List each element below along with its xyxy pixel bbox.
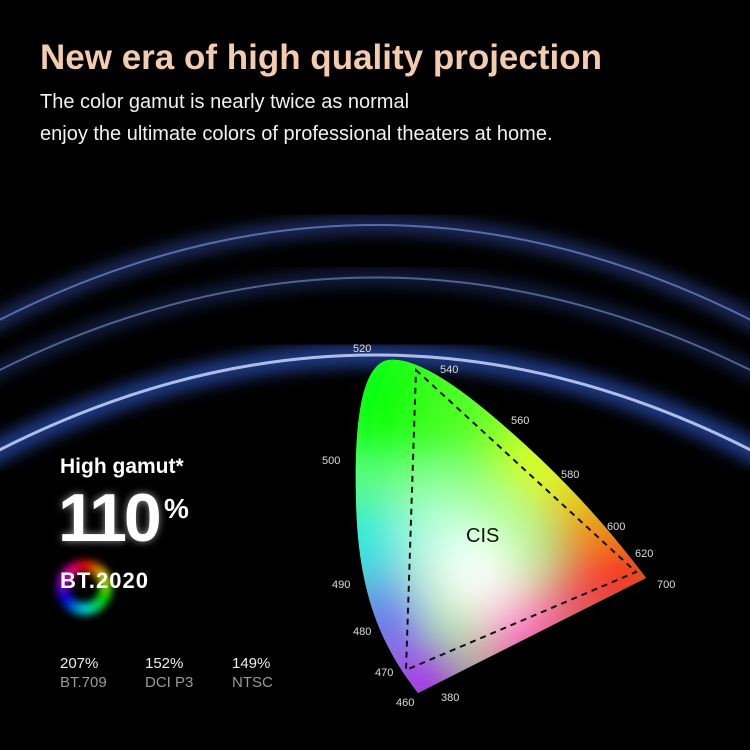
comparison-dcip3: 152% DCI P3 <box>145 654 193 692</box>
gamut-standard: BT.2020 <box>60 568 149 593</box>
wavelength-label: 560 <box>511 415 530 427</box>
wavelength-label: 520 <box>353 343 372 355</box>
comparison-value: 149% <box>232 655 271 672</box>
light-arc-middle <box>0 271 750 377</box>
rainbow-ring-icon <box>57 560 112 615</box>
wavelength-label: 490 <box>332 579 351 591</box>
comparison-value: 152% <box>145 655 184 672</box>
wavelength-label: 580 <box>561 469 580 481</box>
wavelength-label: 500 <box>322 455 341 467</box>
gamut-unit: % <box>164 493 189 524</box>
comparison-label: NTSC <box>232 674 273 691</box>
wavelength-label: 480 <box>353 626 372 638</box>
subtitle-line-2: enjoy the ultimate colors of professiona… <box>40 123 553 145</box>
comparison-label: DCI P3 <box>145 674 194 691</box>
headline: New era of high quality projection <box>40 38 602 77</box>
wavelength-label: 380 <box>441 692 460 704</box>
wavelength-label: 600 <box>607 521 626 533</box>
wavelength-label: 540 <box>440 364 459 376</box>
comparison-bt709: 207% BT.709 <box>60 654 107 692</box>
diagram-center-label: CIS <box>466 525 500 547</box>
subtitle-line-1: The color gamut is nearly twice as norma… <box>40 91 410 113</box>
wavelength-label: 470 <box>375 667 394 679</box>
gamut-value: 110 <box>58 480 162 556</box>
comparison-ntsc: 149% NTSC <box>232 654 273 692</box>
gamut-label: High gamut* <box>60 455 184 478</box>
comparison-value: 207% <box>60 655 99 672</box>
comparison-label: BT.709 <box>60 674 107 691</box>
wavelength-label: 700 <box>657 579 676 591</box>
gamut-triangle <box>404 367 638 672</box>
wavelength-label: 460 <box>396 697 415 709</box>
wavelength-label: 620 <box>635 548 654 560</box>
